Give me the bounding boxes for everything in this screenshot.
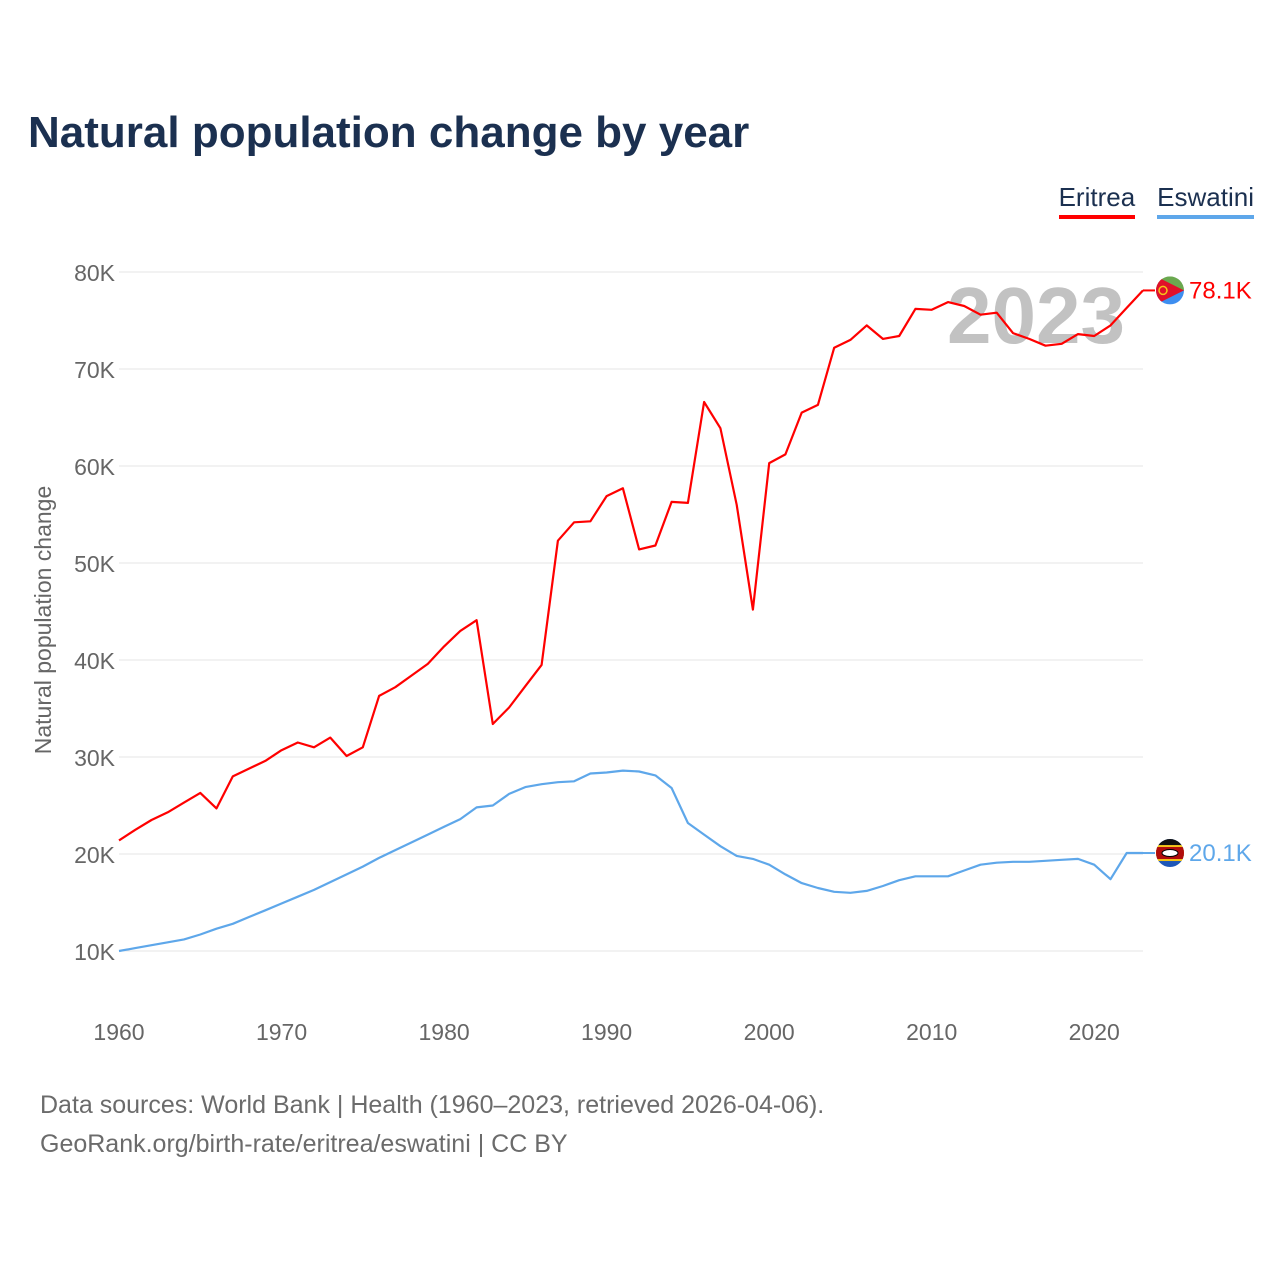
series-lines [118,289,1144,953]
y-axis-ticks: 10K 20K 30K 40K 50K 60K 70K 80K [74,260,116,965]
line-chart: 10K 20K 30K 40K 50K 60K 70K 80K 1960 1970 1980 199… [30,260,1252,1045]
x-tick-label: 1990 [581,1019,632,1045]
y-tick-label: 80K [74,260,116,286]
flag-eswatini-icon [1156,839,1184,868]
chart-title: Natural population change by year [28,108,750,157]
series-line-eritrea [118,289,1144,842]
end-value-label: 20.1K [1189,840,1252,867]
y-tick-label: 40K [74,648,116,674]
flag-body [1156,276,1184,305]
legend: Eritrea Eswatini [1058,182,1254,219]
year-watermark: 2023 [947,271,1125,360]
y-tick-label: 60K [74,454,116,480]
footer: Data sources: World Bank | Health (1960–… [40,1086,824,1164]
legend-item-eswatini[interactable]: Eswatini [1157,182,1254,219]
legend-item-eritrea[interactable]: Eritrea [1058,182,1136,219]
y-tick-label: 70K [74,357,116,383]
footer-sources: Data sources: World Bank | Health (1960–… [40,1091,825,1119]
x-tick-label: 2010 [906,1019,957,1045]
flag-emblem [1158,285,1168,296]
y-tick-label: 20K [74,842,116,868]
y-tick-label: 30K [74,745,116,771]
flag-top [1156,839,1184,846]
x-axis-ticks: 1960 1970 1980 1990 2000 2010 2020 [93,1019,1119,1045]
flag-shield [1161,849,1179,858]
y-tick-label: 50K [74,551,116,577]
flag-triangle [1156,276,1184,305]
y-axis-title: Natural population change [30,486,56,755]
y-tick-label: 10K [74,939,116,965]
x-tick-label: 1960 [93,1019,144,1045]
x-tick-label: 1980 [418,1019,469,1045]
end-labels: 78.1K 20.1K [1143,276,1252,868]
x-tick-label: 2000 [744,1019,795,1045]
flag-eritrea-icon [1156,276,1184,305]
gridlines [119,271,1143,952]
series-line-eswatini [118,769,1143,953]
footer-link[interactable]: GeoRank.org/birth-rate/eritrea/eswatini … [40,1130,568,1158]
x-tick-label: 2020 [1069,1019,1120,1045]
flag-body [1156,839,1184,868]
x-tick-label: 1970 [256,1019,307,1045]
end-value-label: 78.1K [1189,277,1252,304]
